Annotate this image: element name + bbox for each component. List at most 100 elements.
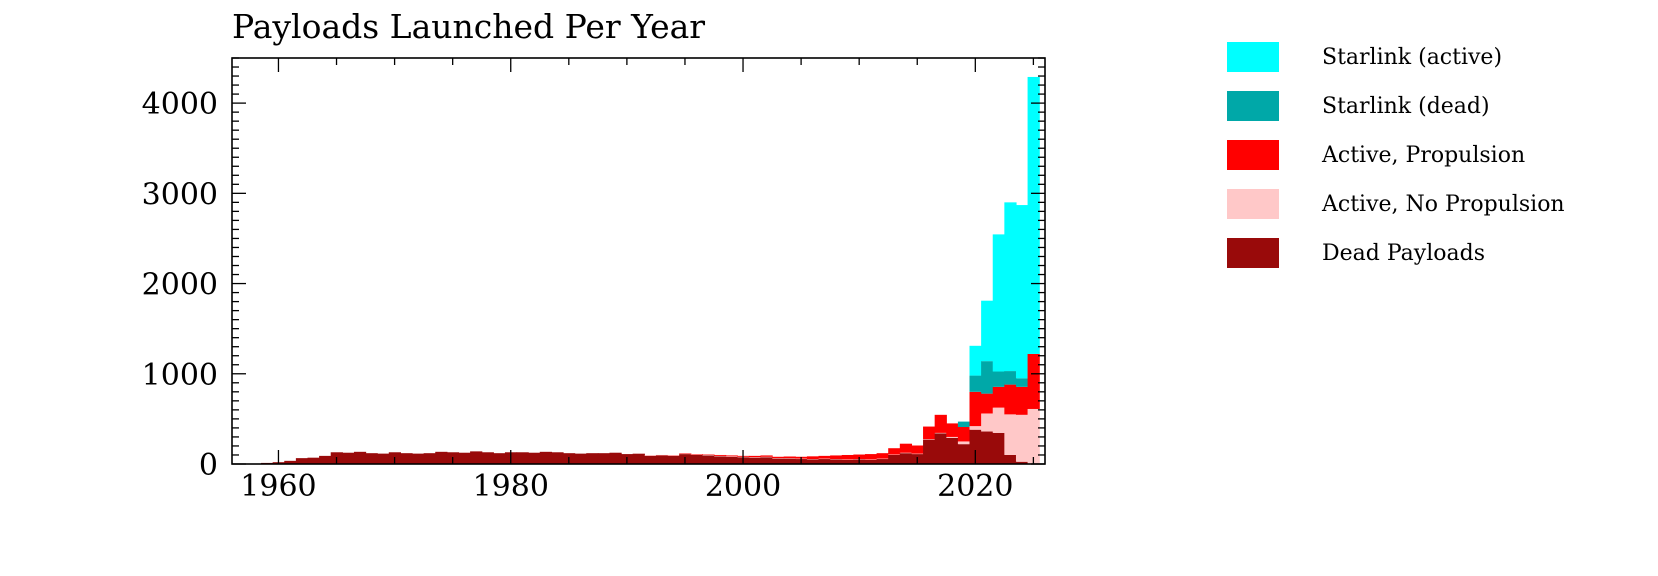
bar-active-propulsion-1998 — [713, 454, 727, 456]
bar-dead-payloads-2020 — [969, 429, 982, 464]
bar-starlink-dead--2022 — [992, 371, 1005, 387]
bar-active-propulsion-2003 — [772, 456, 785, 459]
bar-dead-payloads-2019 — [957, 444, 971, 464]
bar-dead-payloads-1987 — [586, 453, 599, 464]
bar-active-propulsion-2012 — [876, 453, 889, 459]
bar-starlink-dead--2020 — [969, 375, 982, 392]
bar-active-propulsion-2004 — [783, 456, 796, 459]
bar-active-propulsion-2016 — [923, 426, 936, 440]
bar-dead-payloads-1986 — [574, 453, 587, 464]
legend: Starlink (active) Starlink (dead) Active, … — [1227, 42, 1565, 268]
chart-title: Payloads Launched Per Year — [232, 7, 705, 46]
bar-active-no-propulsion-2022 — [992, 407, 1005, 433]
bar-dead-payloads-1979 — [493, 453, 506, 464]
bar-dead-payloads-2003 — [772, 458, 785, 464]
bar-dead-payloads-1982 — [528, 452, 541, 464]
bar-active-propulsion-1999 — [725, 455, 738, 457]
legend-label: Active, No Propulsion — [1321, 192, 1565, 217]
bar-active-propulsion-2020 — [969, 391, 982, 427]
plot-frame — [231, 57, 1046, 465]
y-tick-label: 1000 — [142, 358, 218, 393]
x-tick-label: 1960 — [240, 469, 316, 504]
bar-starlink-active--2020 — [969, 345, 982, 376]
bar-dead-payloads-2024 — [1015, 461, 1029, 464]
legend-label: Starlink (dead) — [1322, 94, 1490, 119]
bar-dead-payloads-2002 — [760, 457, 773, 464]
bar-dead-payloads-2014 — [899, 453, 913, 464]
bar-starlink-active--2023 — [1004, 202, 1017, 372]
bar-dead-payloads-1992 — [644, 455, 657, 464]
bar-active-propulsion-2002 — [760, 455, 773, 457]
x-tick-label: 1980 — [473, 469, 549, 504]
y-tick-label: 4000 — [142, 87, 218, 122]
bar-dead-payloads-2022 — [992, 432, 1005, 464]
bar-dead-payloads-2007 — [818, 459, 831, 464]
bar-active-no-propulsion-2024 — [1015, 414, 1029, 462]
y-tick-label: 0 — [199, 448, 218, 483]
bar-dead-payloads-1991 — [632, 453, 645, 464]
bar-starlink-dead--2021 — [981, 361, 994, 394]
bar-starlink-active--2025 — [1027, 76, 1040, 354]
y-tick-label: 3000 — [142, 177, 218, 212]
bar-dead-payloads-1997 — [702, 455, 715, 464]
bar-active-no-propulsion-2023 — [1004, 414, 1017, 455]
bar-active-propulsion-2025 — [1027, 353, 1040, 409]
bar-dead-payloads-1981 — [516, 452, 529, 464]
bar-dead-payloads-1988 — [597, 453, 611, 464]
bar-active-propulsion-2021 — [981, 393, 994, 414]
bar-dead-payloads-1974 — [435, 451, 448, 464]
bar-dead-payloads-1963 — [307, 457, 320, 464]
bar-active-propulsion-2022 — [992, 386, 1005, 408]
bar-starlink-dead--2024 — [1015, 378, 1029, 387]
bar-dead-payloads-1961 — [284, 460, 297, 464]
bar-active-propulsion-2023 — [1004, 384, 1017, 415]
bar-starlink-active--2021 — [981, 300, 994, 362]
bar-dead-payloads-1993 — [655, 455, 669, 464]
legend-swatch — [1227, 140, 1279, 170]
bar-dead-payloads-1973 — [423, 453, 436, 464]
bar-dead-payloads-1998 — [713, 456, 727, 464]
bar-active-propulsion-2010 — [853, 454, 866, 460]
bar-dead-payloads-1968 — [365, 453, 378, 464]
bar-active-propulsion-2013 — [888, 448, 901, 455]
bar-dead-payloads-1978 — [481, 452, 494, 464]
bar-dead-payloads-1999 — [725, 456, 738, 464]
bar-active-no-propulsion-2025 — [1027, 408, 1040, 464]
bar-dead-payloads-1962 — [295, 458, 309, 464]
bar-active-propulsion-2009 — [841, 454, 854, 460]
bar-dead-payloads-1984 — [551, 452, 564, 464]
bar-dead-payloads-1969 — [377, 453, 390, 464]
bar-dead-payloads-1972 — [412, 453, 425, 464]
bar-dead-payloads-2001 — [748, 457, 762, 464]
bar-active-propulsion-2008 — [830, 455, 843, 460]
bar-dead-payloads-1996 — [690, 454, 703, 464]
bar-active-no-propulsion-2019 — [957, 441, 971, 445]
bar-dead-payloads-2008 — [830, 459, 843, 464]
axes-layer: 0 1000 2000 3000 4000 1960 1980 2000 2020 — [142, 57, 1046, 504]
bar-dead-payloads-1964 — [319, 455, 332, 464]
bar-active-no-propulsion-2021 — [981, 413, 994, 432]
x-tick-label: 2020 — [937, 469, 1013, 504]
bar-active-propulsion-2007 — [818, 455, 831, 459]
bar-dead-payloads-1971 — [400, 453, 413, 464]
bar-active-propulsion-2015 — [911, 445, 924, 454]
legend-label: Dead Payloads — [1322, 241, 1485, 266]
bar-active-propulsion-2024 — [1015, 386, 1029, 415]
x-tick-label: 2000 — [705, 469, 781, 504]
bar-dead-payloads-1967 — [353, 451, 367, 464]
bar-dead-payloads-1976 — [458, 452, 471, 464]
bar-active-propulsion-2017 — [934, 414, 947, 433]
bar-dead-payloads-1994 — [667, 455, 680, 464]
bar-dead-payloads-2021 — [981, 431, 994, 464]
y-tick-label: 2000 — [142, 268, 218, 303]
bars-layer — [237, 76, 1040, 464]
bar-dead-payloads-2004 — [783, 458, 796, 464]
bar-dead-payloads-2023 — [1004, 454, 1017, 464]
bar-dead-payloads-2017 — [934, 433, 947, 464]
bar-dead-payloads-2011 — [864, 459, 878, 464]
bar-dead-payloads-1977 — [470, 451, 483, 464]
bar-dead-payloads-2012 — [876, 459, 889, 464]
bar-active-propulsion-2019 — [957, 427, 971, 442]
legend-swatch — [1227, 238, 1279, 268]
